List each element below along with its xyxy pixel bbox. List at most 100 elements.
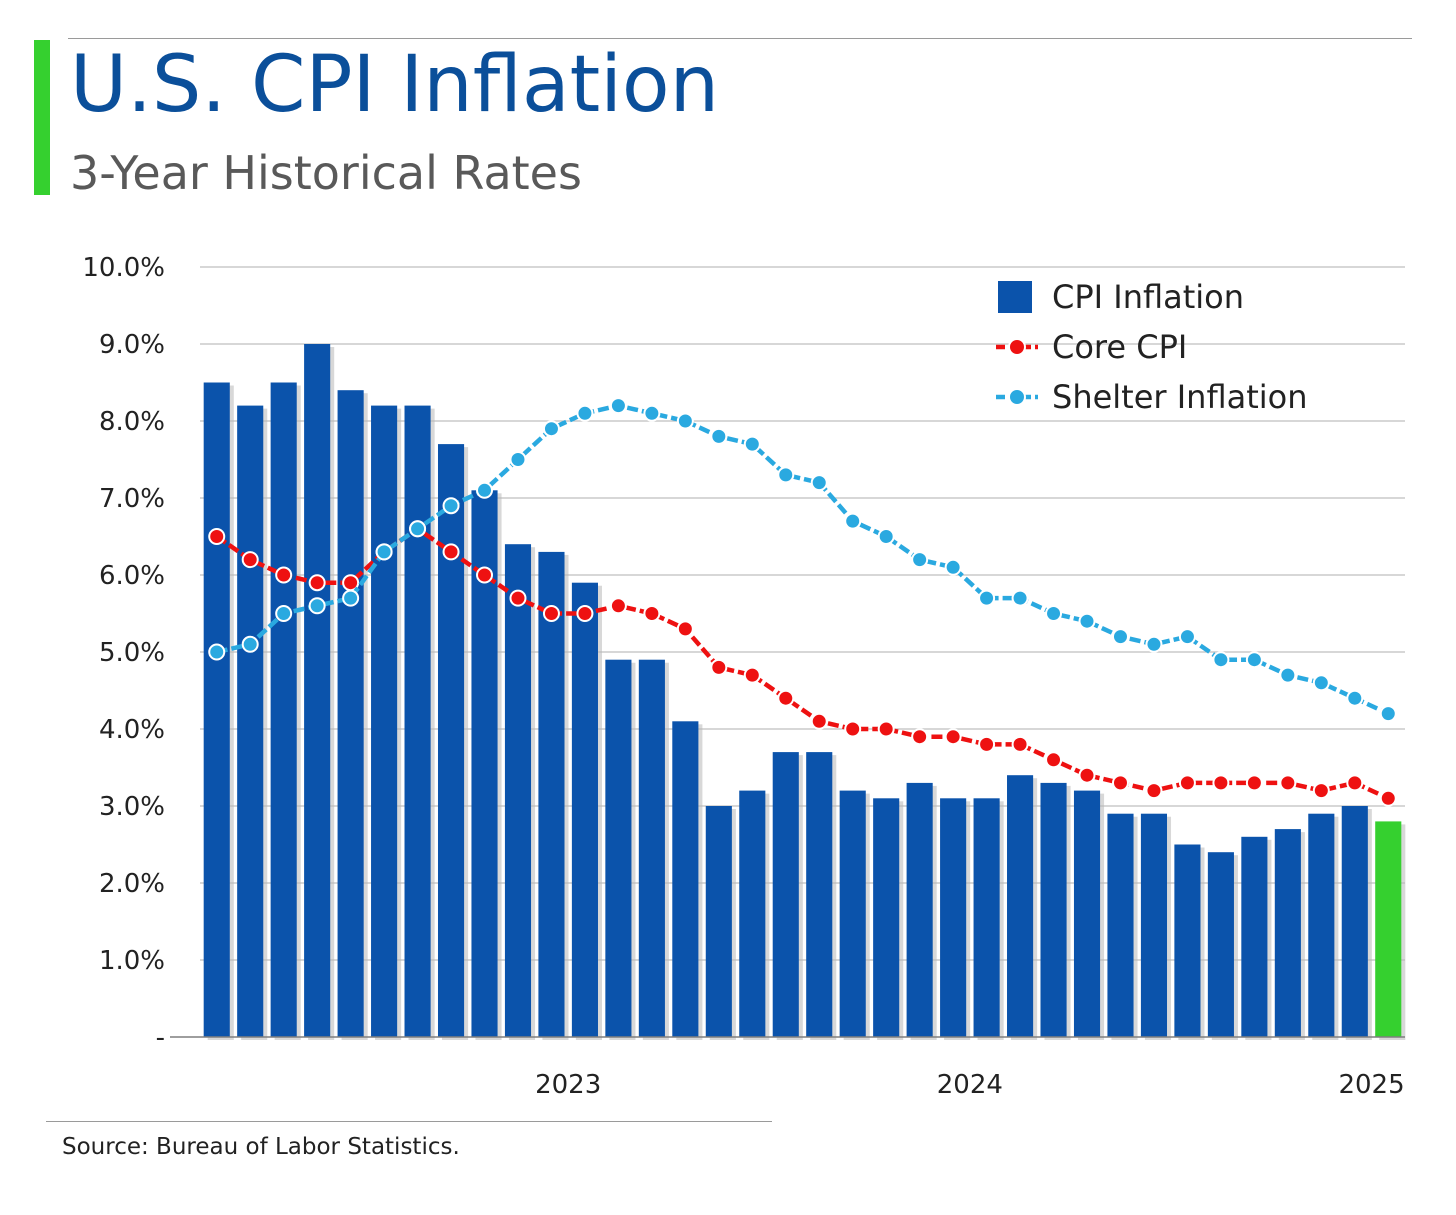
shelter-point [375, 543, 393, 561]
x-tick-label: 2024 [937, 1070, 1003, 1100]
series-lines [208, 397, 1397, 807]
title-accent-bar [34, 40, 50, 195]
core-cpi-point [1078, 766, 1096, 784]
y-tick-label: 5.0% [99, 638, 165, 668]
axes: - 1.0% 2.0% 3.0% 4.0% 5.0% 6.0% 7.0% 8.0% 9.0% 10.… [82, 253, 1405, 1100]
shelter-point [743, 435, 761, 453]
shelter-point [609, 397, 627, 415]
bar [1073, 790, 1101, 1037]
shelter-point [308, 597, 326, 615]
legend-label-cpi: CPI Inflation [1052, 278, 1244, 316]
core-cpi-point [442, 543, 460, 561]
core-cpi-point [1111, 774, 1129, 792]
bar [1007, 775, 1034, 1037]
bar [504, 544, 532, 1037]
core-cpi-point [676, 620, 694, 638]
bar [705, 806, 732, 1037]
shelter-point [1178, 628, 1196, 646]
core-cpi-point [241, 551, 259, 569]
core-cpi-point [576, 605, 594, 622]
shelter-point [777, 466, 795, 484]
y-tick-label: 4.0% [99, 715, 165, 745]
core-cpi-point [643, 605, 661, 622]
bar [772, 752, 799, 1037]
shelter-point [1111, 628, 1129, 646]
y-tick-label: 9.0% [99, 330, 165, 360]
core-cpi-point [1279, 774, 1297, 792]
core-cpi-point [308, 574, 326, 592]
legend-marker-shelter [1008, 388, 1026, 406]
shelter-point [342, 589, 360, 607]
shelter-point [1346, 689, 1364, 707]
bar [371, 405, 398, 1038]
shelter-point [1312, 674, 1330, 692]
shelter-point [1145, 635, 1163, 653]
bar [906, 782, 933, 1037]
core-cpi-point [978, 735, 996, 753]
legend-marker-core-cpi [1008, 338, 1026, 356]
shelter-point [576, 404, 594, 422]
core-cpi-point [1212, 774, 1230, 792]
bar [873, 798, 900, 1037]
bar [638, 659, 665, 1037]
core-cpi-point [1245, 774, 1263, 792]
core-cpi-point [1379, 789, 1397, 807]
bar [672, 721, 699, 1037]
core-cpi-point [509, 589, 527, 607]
core-cpi-point [1178, 774, 1196, 792]
core-cpi-point [944, 728, 962, 746]
y-tick-label: 2.0% [99, 869, 165, 899]
bar [940, 798, 967, 1037]
bar [1140, 813, 1168, 1037]
y-tick-label: 10.0% [82, 253, 165, 283]
bar [270, 382, 297, 1037]
y-tick-label: 6.0% [99, 561, 165, 591]
shelter-point [1045, 605, 1063, 622]
core-cpi-point [208, 528, 226, 545]
x-tick-label: 2023 [535, 1070, 601, 1100]
bar [1174, 844, 1201, 1037]
bar [839, 790, 866, 1037]
shelter-point [844, 512, 862, 530]
chart-subtitle: 3-Year Historical Rates [70, 146, 582, 200]
shelter-point [409, 520, 427, 538]
shelter-point [1379, 705, 1397, 723]
shelter-point [978, 589, 996, 607]
core-cpi-point [1045, 751, 1063, 769]
core-cpi-point [1346, 774, 1364, 792]
bar [571, 582, 598, 1037]
legend-label-shelter: Shelter Inflation [1052, 378, 1308, 416]
core-cpi-point [877, 720, 895, 738]
y-tick-label: 8.0% [99, 407, 165, 437]
core-cpi-point [777, 689, 795, 707]
bar [1107, 813, 1134, 1037]
core-cpi-point [1145, 782, 1163, 800]
bar [437, 444, 465, 1038]
shelter-point [643, 404, 661, 422]
shelter-point [676, 412, 694, 430]
shelter-point [1279, 666, 1297, 684]
source-rule [46, 1121, 772, 1122]
bar [739, 790, 766, 1037]
shelter-point [710, 427, 728, 445]
shelter-point [275, 605, 293, 622]
chart-title: U.S. CPI Inflation [70, 40, 720, 130]
shelter-point [911, 551, 929, 569]
bar [203, 382, 230, 1037]
core-cpi-point [1011, 735, 1029, 753]
core-cpi-point [810, 712, 828, 730]
bar [973, 798, 1000, 1037]
core-cpi-point [743, 666, 761, 684]
shelter-point [542, 420, 560, 438]
bar [237, 405, 264, 1038]
legend-swatch-cpi [998, 281, 1032, 313]
shelter-point [877, 528, 895, 545]
x-tick-label: 2025 [1338, 1070, 1404, 1100]
source-note: Source: Bureau of Labor Statistics. [62, 1134, 460, 1160]
core-cpi-point [275, 566, 293, 584]
core-cpi-point [911, 728, 929, 746]
y-tick-label: 1.0% [99, 946, 165, 976]
core-cpi-point [844, 720, 862, 738]
bar [1341, 806, 1368, 1037]
bar [404, 405, 431, 1038]
